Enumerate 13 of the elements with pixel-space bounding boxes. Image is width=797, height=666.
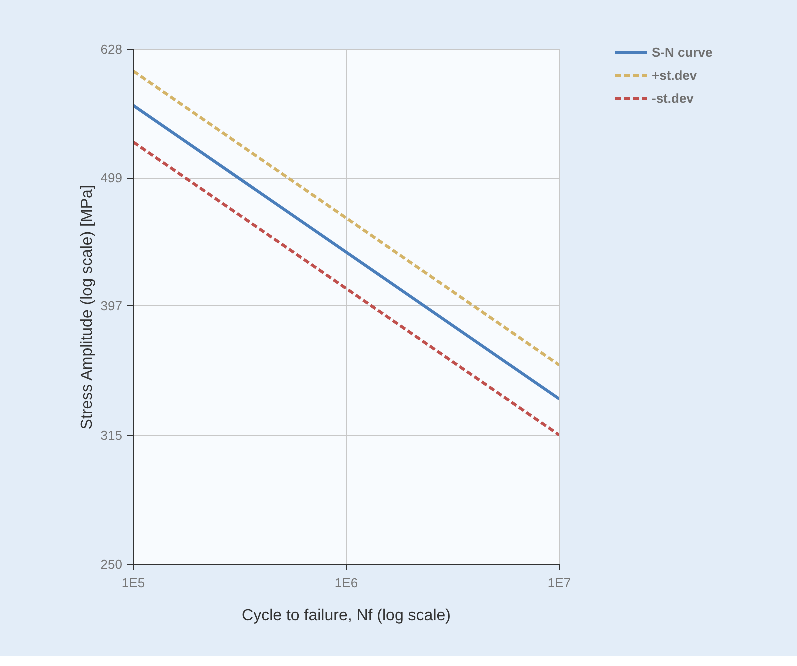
y-tick-label: 499: [100, 170, 123, 186]
y-tick-label: 628: [100, 42, 123, 57]
y-tick-label: 250: [100, 557, 123, 572]
legend-label: S-N curve: [652, 44, 713, 62]
y-tick-label: 315: [100, 428, 123, 443]
x-tick-label: 1E6: [334, 576, 358, 590]
x-tick-label: 1E5: [122, 576, 146, 590]
x-tick-label: 1E7: [548, 576, 572, 590]
legend-label: +st.dev: [652, 66, 698, 84]
y-axis-title: Stress Amplitude (log scale) [MPa]: [78, 185, 96, 430]
x-axis-title: Cycle to failure, Nf (log scale): [242, 608, 451, 624]
y-tick-label: 397: [100, 298, 123, 314]
legend-label: -st.dev: [652, 90, 694, 108]
